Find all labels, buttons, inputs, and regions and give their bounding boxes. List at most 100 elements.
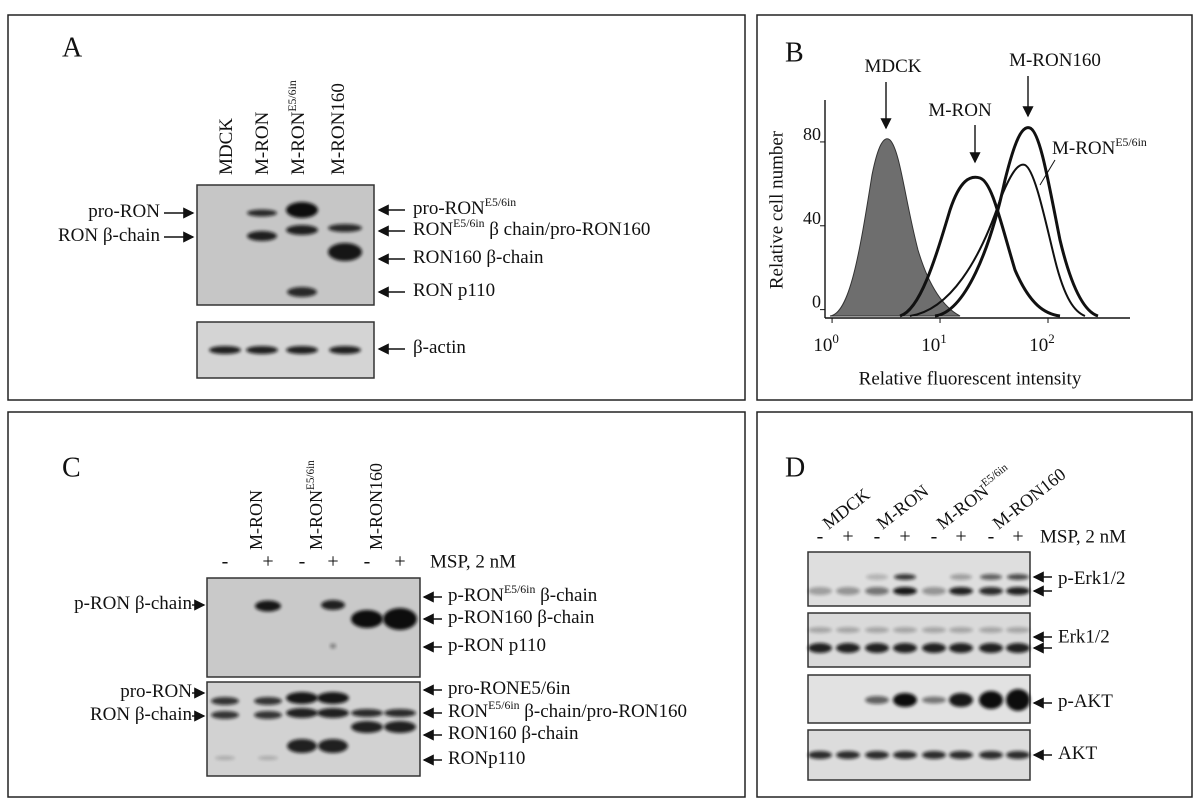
- band: [384, 709, 416, 717]
- treatment-sign: +: [327, 551, 338, 573]
- lane-label: MDCK: [216, 118, 237, 175]
- band: [836, 627, 860, 633]
- blot: [807, 612, 1031, 668]
- band: [808, 627, 832, 633]
- treatment-sign: +: [842, 526, 853, 548]
- band-label: RON160 β-chain: [448, 723, 579, 744]
- label-text: M-RON160: [328, 83, 349, 175]
- band: [328, 224, 362, 232]
- band: [949, 693, 973, 707]
- panel-letter: D: [785, 452, 805, 483]
- band: [317, 708, 349, 718]
- band: [922, 643, 946, 653]
- band: [383, 608, 417, 630]
- band: [254, 711, 282, 719]
- label-text: β chain/pro-RON160: [485, 219, 651, 240]
- label-text: M-RON: [252, 111, 273, 175]
- curve-label: M-RON: [928, 100, 992, 121]
- band: [247, 231, 277, 241]
- label-text: RON: [448, 701, 488, 722]
- band: [246, 346, 278, 354]
- band: [865, 696, 889, 704]
- label-text: pro-RON: [120, 681, 192, 702]
- band-label: p-RON160 β-chain: [448, 607, 595, 628]
- tick-exponent: 0: [832, 331, 839, 346]
- band-label: p-RON p110: [448, 635, 546, 656]
- panel-a: [7, 14, 746, 401]
- band: [255, 600, 281, 612]
- band: [258, 756, 278, 760]
- label-text: p-RON β-chain: [74, 593, 192, 614]
- panel-letter: A: [62, 32, 83, 63]
- band: [893, 627, 917, 633]
- treatment-sign: +: [1012, 526, 1023, 548]
- band: [979, 587, 1003, 595]
- label-text: p-AKT: [1058, 691, 1113, 712]
- band-label: RONE5/6in β chain/pro-RON160: [413, 216, 650, 240]
- band: [321, 600, 345, 610]
- band-label: p-Erk1/2: [1058, 568, 1126, 589]
- label-text: RON β-chain: [58, 225, 161, 246]
- band: [893, 693, 917, 707]
- leader: [1039, 159, 1056, 186]
- label-superscript: E5/6in: [453, 216, 484, 229]
- band: [1006, 587, 1030, 595]
- band-label: pro-RONE5/6in: [448, 678, 571, 699]
- band: [330, 643, 336, 649]
- label-text: RON: [413, 219, 453, 240]
- band: [1006, 627, 1030, 633]
- band: [865, 627, 889, 633]
- band: [384, 721, 416, 733]
- band: [949, 643, 973, 653]
- band: [808, 643, 832, 653]
- band: [211, 711, 239, 719]
- curve-label: MDCK: [864, 56, 921, 77]
- label-text: M-RON: [246, 490, 266, 550]
- treatment-sign: -: [988, 526, 995, 548]
- label-text: β-chain: [535, 585, 597, 606]
- label-text: pro-RONE5/6in: [448, 678, 571, 699]
- label-superscript: E5/6in: [504, 582, 535, 595]
- label-text: M-RON160: [366, 463, 386, 550]
- band: [287, 287, 317, 297]
- band-label: p-RONE5/6in β-chain: [448, 582, 598, 606]
- label-text: M-RON: [288, 111, 309, 175]
- tick-exponent: 2: [1048, 331, 1055, 346]
- label-text: M-RON: [306, 490, 326, 550]
- treatment-sign: +: [394, 551, 405, 573]
- band: [979, 691, 1003, 709]
- band-label: RON β-chain: [90, 704, 193, 725]
- band-label: RONp110: [448, 748, 525, 769]
- label-text: MDCK: [216, 118, 237, 175]
- y-tick-label: 80: [803, 124, 821, 144]
- histogram-m-ron-e56in: [909, 163, 1086, 317]
- label-text: p-RON: [448, 585, 504, 606]
- band: [894, 574, 916, 580]
- band-label: p-RON β-chain: [74, 593, 192, 614]
- band: [922, 587, 946, 595]
- treatment-sign: -: [874, 526, 881, 548]
- label-text: RONp110: [448, 748, 525, 769]
- band: [836, 587, 860, 595]
- band-label: RONE5/6in β-chain/pro-RON160: [448, 698, 687, 722]
- band: [865, 751, 889, 759]
- band-label: RON β-chain: [58, 225, 161, 246]
- band: [922, 627, 946, 633]
- band: [286, 202, 318, 218]
- tick-base: 10: [813, 335, 832, 356]
- label-text: p-Erk1/2: [1058, 568, 1126, 589]
- label-text: AKT: [1058, 743, 1097, 764]
- band: [209, 346, 241, 354]
- band-label: pro-RON: [88, 201, 160, 222]
- label-text: Erk1/2: [1058, 627, 1110, 648]
- band: [922, 751, 946, 759]
- band: [286, 708, 318, 718]
- band: [866, 574, 888, 580]
- curve-label: M-RON160: [1009, 50, 1101, 71]
- treatment-sign: +: [899, 526, 910, 548]
- band: [893, 643, 917, 653]
- label-text: p-RON160 β-chain: [448, 607, 595, 628]
- band: [979, 643, 1003, 653]
- band-label: pro-RONE5/6in: [413, 195, 516, 219]
